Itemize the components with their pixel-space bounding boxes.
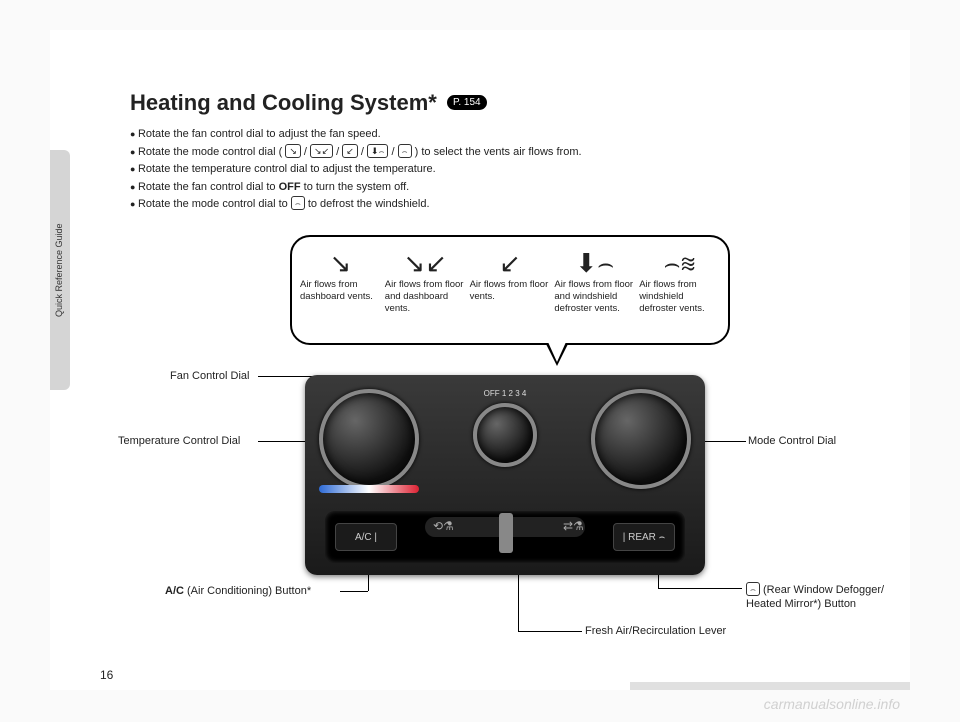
- climate-control-panel: OFF 1 2 3 4 A/C | ⟲⚗ ⇄⚗ | REAR ⌢: [305, 375, 705, 575]
- ac-button-label: A/C (Air Conditioning) Button*: [165, 585, 311, 597]
- rear-defog-tail: ) Button: [818, 598, 857, 610]
- fan-dial: [473, 403, 537, 467]
- bullet-defrost-prefix: Rotate the mode control dial to: [138, 198, 288, 210]
- mode-icon-floor-defrost: ⬇⌢: [367, 144, 388, 158]
- mode-dash: ↘ Air flows from dashboard vents.: [300, 247, 381, 337]
- fresh-air-label: Fresh Air/Recirculation Lever: [585, 625, 726, 637]
- page-number: 16: [100, 668, 113, 682]
- mode-dash-floor-text: Air flows from floor and dashboard vents…: [385, 279, 464, 314]
- ac-asterisk: *: [307, 585, 311, 597]
- ac-leader-h: [340, 591, 368, 592]
- content-area: Heating and Cooling System* P. 154 Rotat…: [130, 90, 890, 214]
- instruction-list: Rotate the fan control dial to adjust th…: [130, 126, 890, 214]
- footer-accent: [630, 682, 910, 690]
- bullet-defrost: Rotate the mode control dial to ⌢ to def…: [130, 196, 890, 214]
- recirculation-open-icon: ⇄⚗: [563, 519, 584, 533]
- fresh-air-leader-h: [518, 631, 582, 632]
- mode-dial: [591, 389, 691, 489]
- bullet-off: Rotate the fan control dial to OFF to tu…: [130, 179, 890, 197]
- fan-dial-label: Fan Control Dial: [170, 370, 249, 382]
- recirculation-lever: [499, 513, 513, 553]
- bullet-temperature: Rotate the temperature control dial to a…: [130, 161, 890, 179]
- mode-icon-dash-floor: ↘↙: [310, 144, 333, 158]
- recirculation-closed-icon: ⟲⚗: [433, 519, 454, 533]
- mode-floor-defrost-text: Air flows from floor and windshield defr…: [554, 279, 633, 314]
- mode-dash-floor: ↘↙ Air flows from floor and dashboard ve…: [385, 247, 466, 337]
- rear-defog-icon: ⌢: [746, 582, 760, 596]
- off-word: OFF: [279, 181, 301, 193]
- mode-icon-dash: ↘: [285, 144, 301, 158]
- title-asterisk: *: [428, 90, 437, 115]
- page-title: Heating and Cooling System*: [130, 90, 443, 115]
- mode-floor-defrost: ⬇⌢ Air flows from floor and windshield d…: [554, 247, 635, 337]
- temperature-dial-label: Temperature Control Dial: [118, 435, 240, 447]
- mode-floor-defrost-icon: ⬇⌢: [554, 247, 635, 279]
- mode-icon-defrost: ⌢: [398, 144, 412, 158]
- fan-dial-marks: OFF 1 2 3 4: [455, 389, 555, 398]
- bullet-mode-prefix: Rotate the mode control dial (: [138, 146, 282, 158]
- ac-rest: (Air Conditioning) Button: [184, 585, 307, 597]
- mode-icon-defrost-inline: ⌢: [291, 196, 305, 210]
- page-reference-badge: P. 154: [447, 95, 487, 110]
- ac-button: A/C |: [335, 523, 397, 551]
- mode-floor: ↙ Air flows from floor vents.: [470, 247, 551, 337]
- mode-defrost-text: Air flows from windshield defroster vent…: [639, 279, 704, 314]
- airflow-mode-bubble: ↘ Air flows from dashboard vents. ↘↙ Air…: [290, 235, 730, 345]
- bullet-fan-speed: Rotate the fan control dial to adjust th…: [130, 126, 890, 144]
- rear-defog-label: ⌢ (Rear Window Defogger/ Heated Mirror*)…: [746, 582, 916, 612]
- bullet-mode-suffix: ) to select the vents air flows from.: [415, 146, 582, 158]
- mode-dash-floor-icon: ↘↙: [385, 247, 466, 279]
- page: Quick Reference Guide Heating and Coolin…: [50, 30, 910, 690]
- mode-dial-label: Mode Control Dial: [748, 435, 836, 447]
- temperature-gradient: [319, 485, 419, 493]
- title-text: Heating and Cooling System: [130, 90, 428, 115]
- lower-button-row: A/C | ⟲⚗ ⇄⚗ | REAR ⌢: [325, 511, 685, 563]
- section-label: Quick Reference Guide: [54, 150, 66, 390]
- mode-icon-floor: ↙: [342, 144, 358, 158]
- mode-dash-text: Air flows from dashboard vents.: [300, 279, 373, 302]
- rear-defog-leader-h: [658, 588, 742, 589]
- bullet-mode-dial: Rotate the mode control dial ( ↘ / ↘↙ / …: [130, 144, 890, 162]
- temperature-dial: [319, 389, 419, 489]
- mode-floor-text: Air flows from floor vents.: [470, 279, 549, 302]
- bubble-pointer-fill: [548, 342, 566, 362]
- bullet-defrost-suffix: to defrost the windshield.: [308, 198, 430, 210]
- rear-defogger-button: | REAR ⌢: [613, 523, 675, 551]
- mode-defrost-icon: ⌢≋: [639, 247, 720, 279]
- ac-bold: A/C: [165, 585, 184, 597]
- watermark: carmanualsonline.info: [764, 696, 900, 712]
- mode-defrost: ⌢≋ Air flows from windshield defroster v…: [639, 247, 720, 337]
- mode-floor-icon: ↙: [470, 247, 551, 279]
- mode-dash-icon: ↘: [300, 247, 381, 279]
